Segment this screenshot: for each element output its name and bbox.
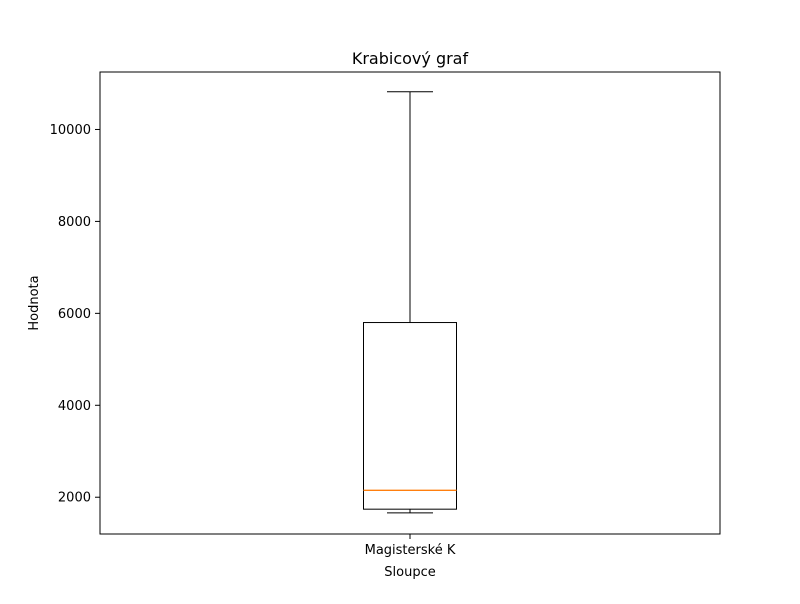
chart-title: Krabicový graf <box>352 49 469 68</box>
box-plot-item <box>363 91 457 514</box>
y-tick-label: 10000 <box>50 123 91 138</box>
y-axis: 2000 4000 6000 8000 10000 <box>50 123 100 506</box>
x-tick-label: Magisterské K <box>365 543 456 558</box>
y-tick-label: 6000 <box>58 307 91 322</box>
x-axis: Magisterské K <box>365 534 456 558</box>
y-axis-label: Hodnota <box>27 275 42 330</box>
y-tick-label: 2000 <box>58 491 91 506</box>
box-series <box>363 91 457 514</box>
box-iqr <box>363 322 457 510</box>
y-tick-label: 4000 <box>58 399 91 414</box>
x-axis-label: Sloupce <box>384 565 435 580</box>
y-tick-label: 8000 <box>58 215 91 230</box>
